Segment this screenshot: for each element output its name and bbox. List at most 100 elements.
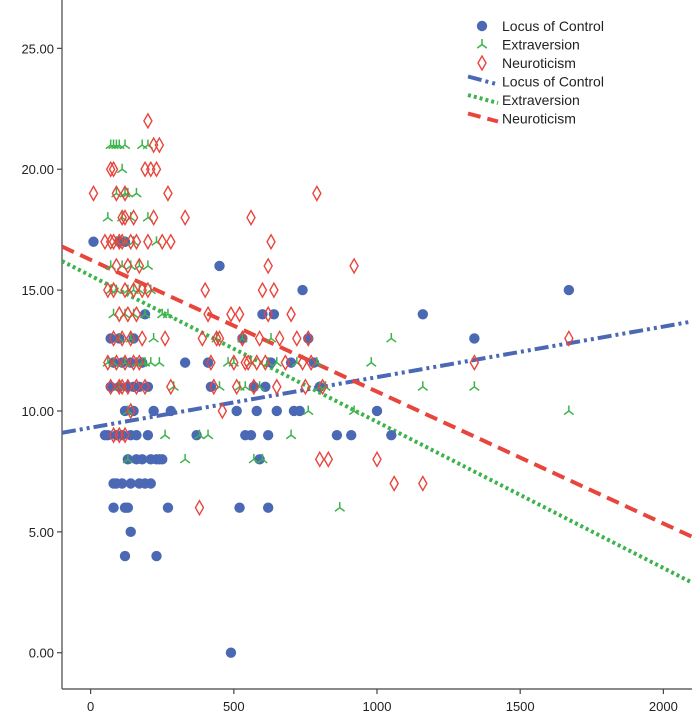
locus-of-control-point xyxy=(231,405,242,417)
neuroticism-point xyxy=(214,330,225,347)
extraversion-point xyxy=(348,405,360,416)
neuroticism-point xyxy=(286,305,296,323)
neuroticism-point xyxy=(211,330,222,347)
neuroticism-point xyxy=(117,209,127,226)
neuroticism-point xyxy=(143,233,153,251)
neuroticism-point xyxy=(260,354,271,372)
neuroticism-point xyxy=(108,281,119,299)
legend-label-locus-of-control: Locus of Control xyxy=(502,74,604,90)
extraversion-point xyxy=(179,453,191,464)
extraversion-point xyxy=(162,308,174,319)
neuroticism-point xyxy=(208,378,219,396)
locus-of-control-point xyxy=(108,502,119,513)
locus-of-control-point xyxy=(386,429,397,441)
neuroticism-point xyxy=(140,378,150,396)
plot-area xyxy=(62,112,692,658)
neuroticism-point xyxy=(148,209,159,226)
neuroticism-point xyxy=(131,305,142,323)
locus-of-control-point xyxy=(205,381,217,393)
neuroticism-point xyxy=(349,257,359,275)
neuroticism-point xyxy=(114,233,125,251)
legend-marker-extraversion xyxy=(476,39,488,49)
neuroticism-point xyxy=(323,450,334,468)
neuroticism-point xyxy=(111,354,122,372)
legend-line-locus-of-control xyxy=(467,74,499,87)
locus-of-control-point xyxy=(157,454,168,465)
neuroticism-point xyxy=(200,281,210,299)
locus-of-control-point xyxy=(179,357,191,368)
extraversion-point xyxy=(159,429,171,440)
neuroticism-point xyxy=(194,499,205,517)
neuroticism-point xyxy=(243,354,253,372)
neuroticism-point xyxy=(120,281,130,299)
y-tick-label: 10.00 xyxy=(21,404,54,419)
neuroticism-point xyxy=(163,184,173,202)
neuroticism-point xyxy=(143,281,153,299)
neuroticism-point xyxy=(257,281,268,299)
locus-of-control-point xyxy=(202,357,214,368)
legend-marker-neuroticism xyxy=(477,54,487,72)
neuroticism-point xyxy=(469,354,480,372)
neuroticism-point xyxy=(564,330,574,347)
locus-of-control-point xyxy=(234,502,245,513)
extraversion-point xyxy=(386,332,397,343)
locus-of-control-point xyxy=(145,478,156,489)
neuroticism-point xyxy=(266,233,276,251)
locus-of-control-point xyxy=(162,502,174,513)
locus-of-control-point xyxy=(88,236,99,247)
neuroticism-point xyxy=(271,378,282,396)
neuroticism-point xyxy=(231,378,242,396)
extraversion-point xyxy=(334,502,346,512)
neuroticism-point xyxy=(120,354,130,372)
extraversion-point xyxy=(131,187,142,198)
x-tick-label: 2000 xyxy=(649,699,678,714)
locus-of-control-point xyxy=(346,429,357,441)
locus-of-control-point xyxy=(151,550,162,562)
neuroticism-point xyxy=(120,426,130,444)
neuroticism-point xyxy=(111,184,122,202)
fit-line-neuroticism xyxy=(62,244,692,539)
neuroticism-point xyxy=(300,378,311,396)
neuroticism-point xyxy=(123,378,133,396)
neuroticism-point xyxy=(166,378,176,396)
legend-label-neuroticism: Neuroticism xyxy=(502,111,576,127)
neuroticism-point xyxy=(120,209,130,226)
neuroticism-point xyxy=(312,184,322,202)
x-tick-label: 1500 xyxy=(506,699,535,714)
neuroticism-point xyxy=(180,209,190,226)
neuroticism-point xyxy=(105,378,116,396)
locus-of-control-point xyxy=(271,405,282,417)
locus-of-control-point xyxy=(105,333,116,344)
neuroticism-point xyxy=(105,160,116,178)
neuroticism-point xyxy=(137,330,147,347)
neuroticism-point xyxy=(246,209,256,226)
legend-label-locus-of-control: Locus of Control xyxy=(502,18,604,34)
neuroticism-point xyxy=(372,450,382,468)
neuroticism-point xyxy=(217,402,228,420)
extraversion-point xyxy=(148,332,159,343)
legend-line-neuroticism xyxy=(467,111,499,124)
legend-label-extraversion: Extraversion xyxy=(502,37,580,53)
y-tick-label: 5.00 xyxy=(29,525,54,540)
extraversion-point xyxy=(257,453,268,464)
neuroticism-point xyxy=(140,160,150,178)
locus-of-control-point xyxy=(125,478,136,489)
neuroticism-point xyxy=(389,475,399,492)
axes xyxy=(61,0,692,690)
neuroticism-point xyxy=(249,378,259,396)
extraversion-point xyxy=(303,405,314,416)
neuroticism-point xyxy=(125,330,136,347)
extraversion-point xyxy=(102,212,114,222)
locus-of-control-point xyxy=(122,502,134,513)
locus-of-control-point xyxy=(294,405,305,417)
locus-of-control-point xyxy=(417,309,429,320)
neuroticism-point xyxy=(251,354,262,372)
locus-of-control-point xyxy=(131,429,142,441)
neuroticism-point xyxy=(134,354,145,372)
neuroticism-point xyxy=(240,354,251,372)
y-tick-label: 15.00 xyxy=(21,283,54,298)
locus-of-control-point xyxy=(371,405,383,417)
legend-line-extraversion xyxy=(467,93,499,105)
extraversion-point xyxy=(563,405,575,416)
neuroticism-point xyxy=(206,354,216,372)
